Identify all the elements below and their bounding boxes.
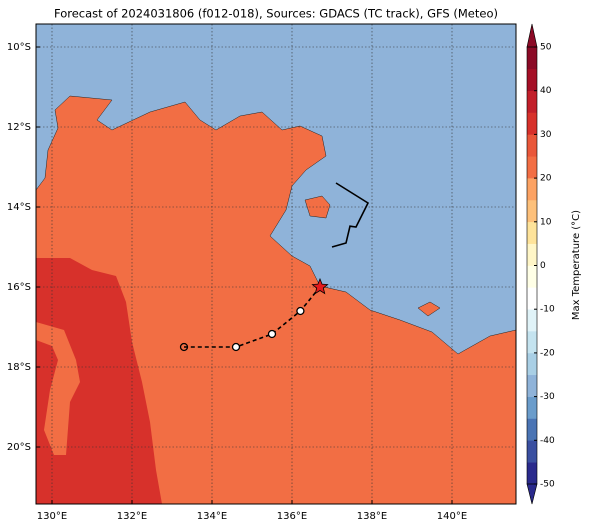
map-frame [35,23,517,505]
colorbar-segment [527,462,537,485]
colorbar-segment [527,374,537,397]
colorbar-segment [527,68,537,91]
colorbar-tick-label: -20 [540,348,555,358]
colorbar-segment [527,440,537,463]
land [36,95,516,504]
colorbar-segment [527,90,537,113]
colorbar-segment [527,309,537,332]
forecast-point [267,329,277,339]
colorbar-segment [527,243,537,266]
colorbar-segment [527,221,537,244]
colorbar-tick-label: 20 [540,174,552,184]
colorbar-tick-label: 40 [540,86,552,96]
colorbar-tick-label: -50 [540,480,555,490]
colorbar-extend [526,483,538,505]
x-tick-label: 138°E [357,511,387,522]
colorbar-label: Max Temperature (°C) [571,210,582,320]
colorbar-tick-label: -30 [540,392,555,402]
observed-track [331,182,370,248]
y-tick-label: 12°S [7,122,31,133]
colorbar-segment [527,331,537,354]
x-tick-label: 140°E [437,511,467,522]
colorbar-segment [527,199,537,223]
colorbar-tick-label: 30 [540,130,552,140]
map-area [36,24,516,504]
colorbar-tick-label: 10 [540,217,552,227]
warm-patch [36,322,80,455]
x-tick-label: 136°E [277,511,307,522]
colorbar-segment [527,134,537,157]
y-tick-label: 20°S [7,442,31,453]
colorbar-extend [526,23,538,48]
x-tick-label: 132°E [117,511,147,522]
colorbar-segment [527,112,537,135]
forecast-point [296,306,305,316]
colorbar-tick-label: -10 [540,305,555,315]
colorbar-segment [527,47,537,70]
y-tick-label: 10°S [7,42,31,53]
map-title: Forecast of 2024031806 (f012-018), Sourc… [54,7,498,21]
forecast-point [231,342,241,352]
forecast-point [179,342,189,352]
y-tick-label: 16°S [7,282,31,293]
hot-region [36,258,162,504]
colorbar-tick-label: 0 [540,261,546,271]
y-tick-label: 18°S [7,362,31,373]
colorbar-segment [527,156,537,179]
colorbar-segment [527,352,537,376]
y-tick-label: 14°S [7,202,31,213]
colorbar-segment [527,418,537,441]
colorbar-segment [527,265,537,288]
colorbar-segment [527,287,537,310]
colorbar-segment [527,178,537,201]
current-position [311,277,329,295]
colorbar-tick-label: 50 [540,43,552,53]
island [417,301,441,317]
x-tick-label: 130°E [37,511,67,522]
colorbar-segment [527,396,537,419]
colorbar-tick-label: -40 [540,436,555,446]
x-tick-label: 134°E [197,511,227,522]
